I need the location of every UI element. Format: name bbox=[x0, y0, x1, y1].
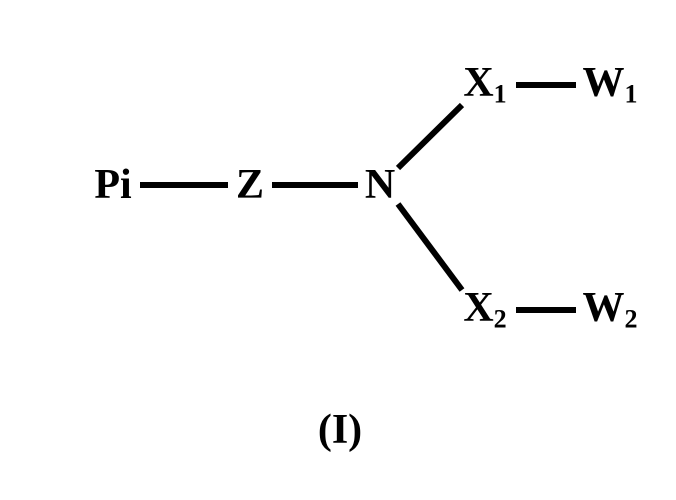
node-Z-label: Z bbox=[236, 162, 264, 208]
node-X1: X1 bbox=[463, 62, 506, 108]
figure-caption: (I) bbox=[318, 406, 362, 454]
bond-N-X1 bbox=[398, 105, 462, 168]
node-W2: W2 bbox=[582, 287, 637, 333]
node-W1-sub: 1 bbox=[624, 80, 637, 109]
node-X1-sub: 1 bbox=[494, 80, 507, 109]
node-N-label: N bbox=[365, 162, 395, 208]
node-X2-label: X bbox=[463, 285, 493, 331]
diagram-canvas: Pi Z N X1 W1 X2 W2 (I) bbox=[0, 0, 676, 500]
node-W2-sub: 2 bbox=[624, 305, 637, 334]
node-W1: W1 bbox=[582, 62, 637, 108]
node-Z: Z bbox=[236, 164, 264, 206]
node-X2-sub: 2 bbox=[494, 305, 507, 334]
node-Pi-label: Pi bbox=[94, 162, 131, 208]
node-N: N bbox=[365, 164, 395, 206]
node-W2-label: W bbox=[582, 285, 624, 331]
node-X2: X2 bbox=[463, 287, 506, 333]
node-X1-label: X bbox=[463, 60, 493, 106]
node-W1-label: W bbox=[582, 60, 624, 106]
bond-N-X2 bbox=[398, 204, 462, 290]
figure-caption-text: (I) bbox=[318, 407, 362, 453]
node-Pi: Pi bbox=[94, 164, 131, 206]
